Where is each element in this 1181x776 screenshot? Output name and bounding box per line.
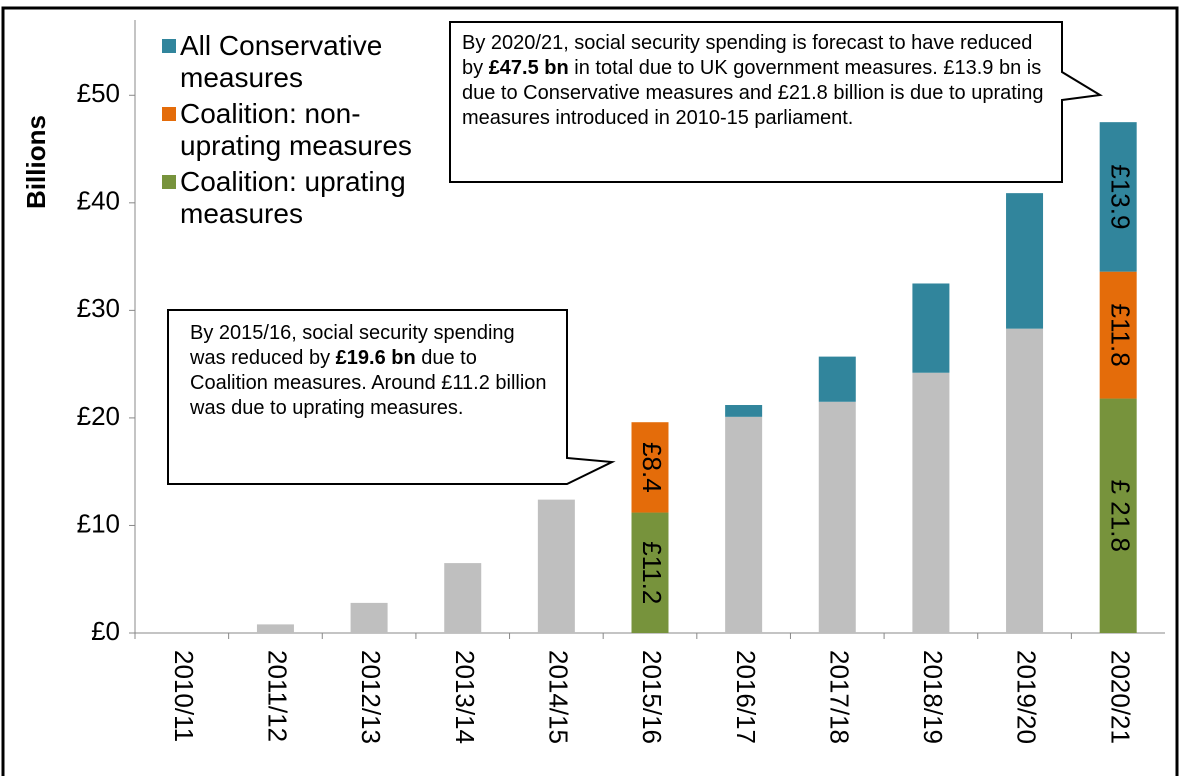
bar-segment [444,563,482,633]
legend-item: All Conservative measures [158,30,443,94]
value-label: £13.9 [1105,164,1135,229]
bar-segment [912,372,950,633]
x-tick-label: 2011/12 [263,650,293,742]
bar-segment [818,356,856,402]
y-axis-title: Billions [21,115,51,209]
legend-item: Coalition: uprating measures [158,166,443,230]
x-tick-label: 2019/20 [1012,650,1042,744]
bar-segment [1099,122,1137,272]
legend-swatch [162,175,176,189]
x-tick-label: 2018/19 [918,650,948,744]
x-tick-label: 2010/11 [169,650,199,742]
value-label: £11.8 [1105,304,1135,367]
x-tick-label: 2015/16 [637,650,667,744]
callout: By 2015/16, social security spending was… [180,313,565,429]
x-tick-label: 2017/18 [824,650,854,744]
y-tick-label: £50 [77,78,120,108]
callout-text: By 2020/21, social security spending is … [462,32,1033,79]
y-tick-label: £10 [77,508,120,538]
y-tick-label: £20 [77,401,120,431]
bar-segment [631,512,669,633]
y-tick-label: £40 [77,186,120,216]
bar-segment [912,283,950,373]
y-tick-label: £0 [91,616,120,646]
callout-box [449,21,1103,183]
bar-segment [818,401,856,633]
callout-bold: £19.6 bn [335,347,416,369]
x-tick-label: 2016/17 [731,650,761,744]
value-label: £8.4 [637,442,667,493]
x-tick-label: 2012/13 [356,650,386,744]
legend-swatch [162,39,176,53]
bar-segment [1099,271,1137,399]
callout-bold: £47.5 bn [488,57,569,79]
legend-label: All Conservative measures [180,30,383,93]
callout-text: in total due to UK government measures. … [462,57,1044,129]
bar-segment [1006,328,1044,633]
x-tick-label: 2020/21 [1105,650,1135,744]
frame [1,6,1179,776]
legend-label: Coalition: uprating measures [180,166,406,229]
bar-segment [256,624,294,633]
x-tick-label: 2013/14 [450,650,480,744]
legend: All Conservative measures Coalition: non-… [158,30,443,234]
legend-swatch [162,107,176,121]
callout-box [167,309,616,485]
bar-segment [725,405,763,417]
y-tick-label: £30 [77,293,120,323]
legend-label: Coalition: non-uprating measures [180,98,412,161]
legend-item: Coalition: non-uprating measures [158,98,443,162]
value-label: £ 21.8 [1105,480,1135,552]
callout-text: By 2015/16, social security spending was… [190,322,515,369]
callout-text: due to Coalition measures. Around £11.2 … [190,347,547,419]
bar-segment [1099,398,1137,633]
x-tick-label: 2014/15 [543,650,573,744]
bar-segment [1006,193,1044,329]
bar-segment [631,422,669,513]
callout: By 2020/21, social security spending is … [452,27,1062,139]
bar-segment [350,602,388,633]
bar-segment [725,416,763,633]
value-label: £11.2 [637,541,667,604]
bar-segment [537,499,575,633]
